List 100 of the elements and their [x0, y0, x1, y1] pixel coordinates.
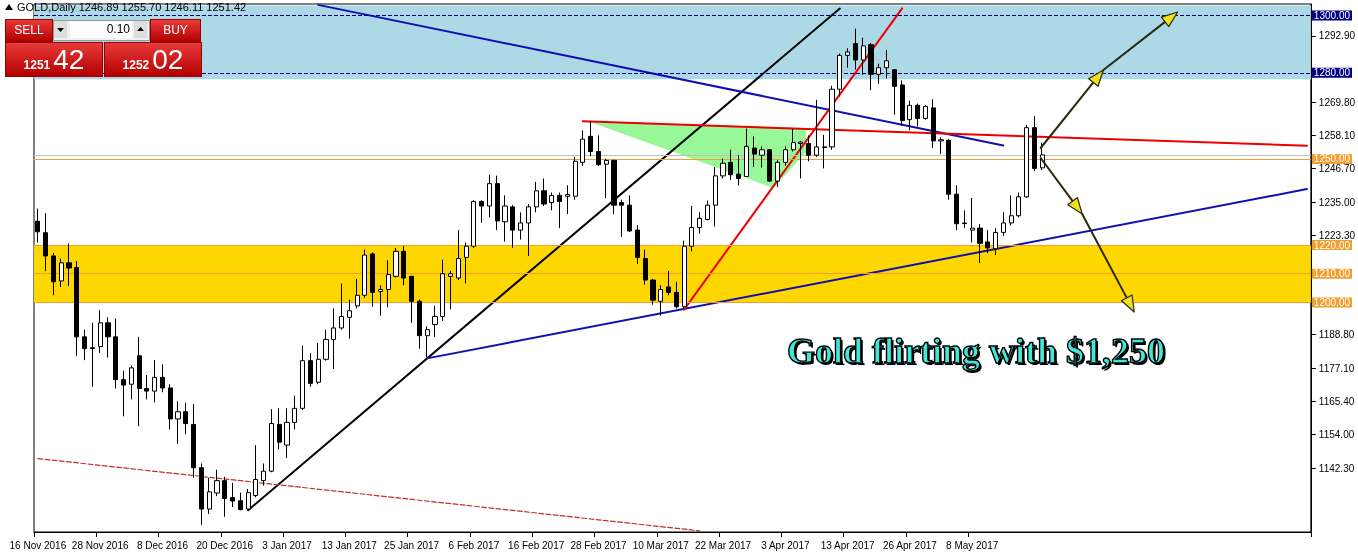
candlestick — [946, 138, 951, 201]
candlestick — [137, 336, 142, 427]
candlestick — [619, 199, 624, 238]
candlestick — [573, 156, 578, 201]
candlestick — [393, 247, 399, 278]
candlestick — [292, 395, 297, 431]
candlestick — [425, 325, 430, 358]
annotation: 1251 — [23, 58, 51, 72]
candlestick — [370, 252, 375, 308]
x-tick-label: 3 Jan 2017 — [262, 539, 313, 551]
candlestick — [541, 177, 547, 207]
candlestick — [191, 403, 196, 479]
candlestick — [635, 224, 640, 265]
candlestick — [347, 299, 352, 340]
candlestick — [565, 184, 570, 215]
candlestick — [845, 47, 850, 69]
candlestick — [829, 85, 835, 151]
candlestick — [253, 444, 258, 498]
candlestick — [596, 134, 601, 167]
candlestick — [222, 476, 227, 518]
ref-line-label: 1220.00 — [1313, 239, 1351, 251]
ref-line-label: 1250.00 — [1313, 153, 1351, 165]
candlestick — [432, 305, 438, 338]
candlestick — [806, 134, 811, 162]
y-tick-label: 1142.30 — [1318, 462, 1355, 474]
candlestick — [59, 258, 64, 288]
candlestick — [323, 329, 329, 362]
candlestick — [868, 42, 874, 91]
candlestick — [401, 245, 406, 286]
candlestick — [931, 98, 936, 149]
candlestick — [759, 145, 765, 169]
x-tick-label: 8 Dec 2016 — [136, 539, 189, 551]
candlestick — [43, 212, 48, 272]
candlestick — [284, 407, 290, 459]
candlestick — [938, 136, 944, 155]
y-tick-label: 1292.90 — [1318, 30, 1356, 42]
candlestick — [1009, 194, 1014, 227]
candlestick — [316, 342, 321, 385]
candlestick — [238, 492, 243, 511]
candlestick — [892, 69, 897, 116]
candlestick — [214, 469, 220, 497]
candlestick — [518, 211, 523, 241]
candlestick — [822, 134, 827, 169]
candlestick — [783, 145, 788, 167]
candlestick — [861, 37, 866, 76]
candlestick — [674, 281, 679, 309]
candlestick — [588, 120, 593, 157]
candlestick — [495, 175, 500, 231]
x-tick-label: 28 Nov 2016 — [71, 539, 129, 551]
annotation: 1252 — [122, 58, 150, 72]
candlestick — [464, 241, 469, 284]
candlestick — [362, 249, 367, 299]
candlestick — [658, 284, 663, 317]
candlestick — [440, 259, 445, 322]
y-tick-label: 1177.10 — [1318, 362, 1355, 374]
candlestick — [985, 229, 990, 254]
annotation: Gold flirting with $1,250 — [786, 330, 1165, 372]
candlestick — [355, 278, 360, 309]
candlestick — [409, 275, 414, 324]
candlestick — [1032, 115, 1037, 172]
x-tick-label: 8 May 2017 — [946, 539, 999, 551]
x-tick-label: 16 Feb 2017 — [508, 539, 565, 551]
y-tick-label: 1188.80 — [1318, 329, 1355, 341]
candlestick — [767, 148, 772, 183]
candlestick — [791, 128, 796, 152]
candlestick — [105, 316, 111, 359]
candlestick — [798, 140, 803, 179]
ref-line-label: 1300.00 — [1313, 9, 1351, 21]
x-tick-label: 22 Mar 2017 — [694, 539, 752, 551]
x-tick-label: 13 Jan 2017 — [321, 539, 378, 551]
y-tick-label: 1258.10 — [1318, 130, 1356, 142]
candlestick — [207, 477, 212, 515]
candlestick — [728, 149, 733, 181]
annotation: BUY — [150, 19, 201, 42]
candlestick — [510, 204, 515, 249]
candlestick — [1001, 211, 1006, 237]
candlestick — [230, 482, 235, 508]
candlestick — [300, 345, 305, 411]
ref-line-label: 1210.00 — [1313, 268, 1351, 280]
x-tick-label: 16 Nov 2016 — [9, 539, 67, 551]
candlestick — [705, 200, 710, 221]
candlestick — [308, 352, 313, 388]
y-tick-label: 1235.00 — [1318, 196, 1356, 208]
x-tick-label: 25 Jan 2017 — [384, 539, 440, 551]
candlestick — [1016, 192, 1021, 218]
candlestick — [604, 158, 609, 199]
candlestick — [144, 374, 149, 400]
candlestick — [386, 259, 391, 308]
candlestick — [74, 260, 79, 357]
candlestick — [175, 400, 181, 445]
candlestick — [456, 229, 461, 281]
candlestick — [736, 154, 741, 186]
annotation: 02 — [152, 44, 184, 75]
candlestick — [977, 223, 983, 264]
candlestick — [814, 99, 819, 158]
candlestick — [682, 240, 687, 309]
candlestick — [643, 249, 648, 286]
candlestick — [689, 205, 694, 252]
y-tick-label: 1223.30 — [1318, 230, 1356, 242]
candlestick — [744, 128, 749, 177]
